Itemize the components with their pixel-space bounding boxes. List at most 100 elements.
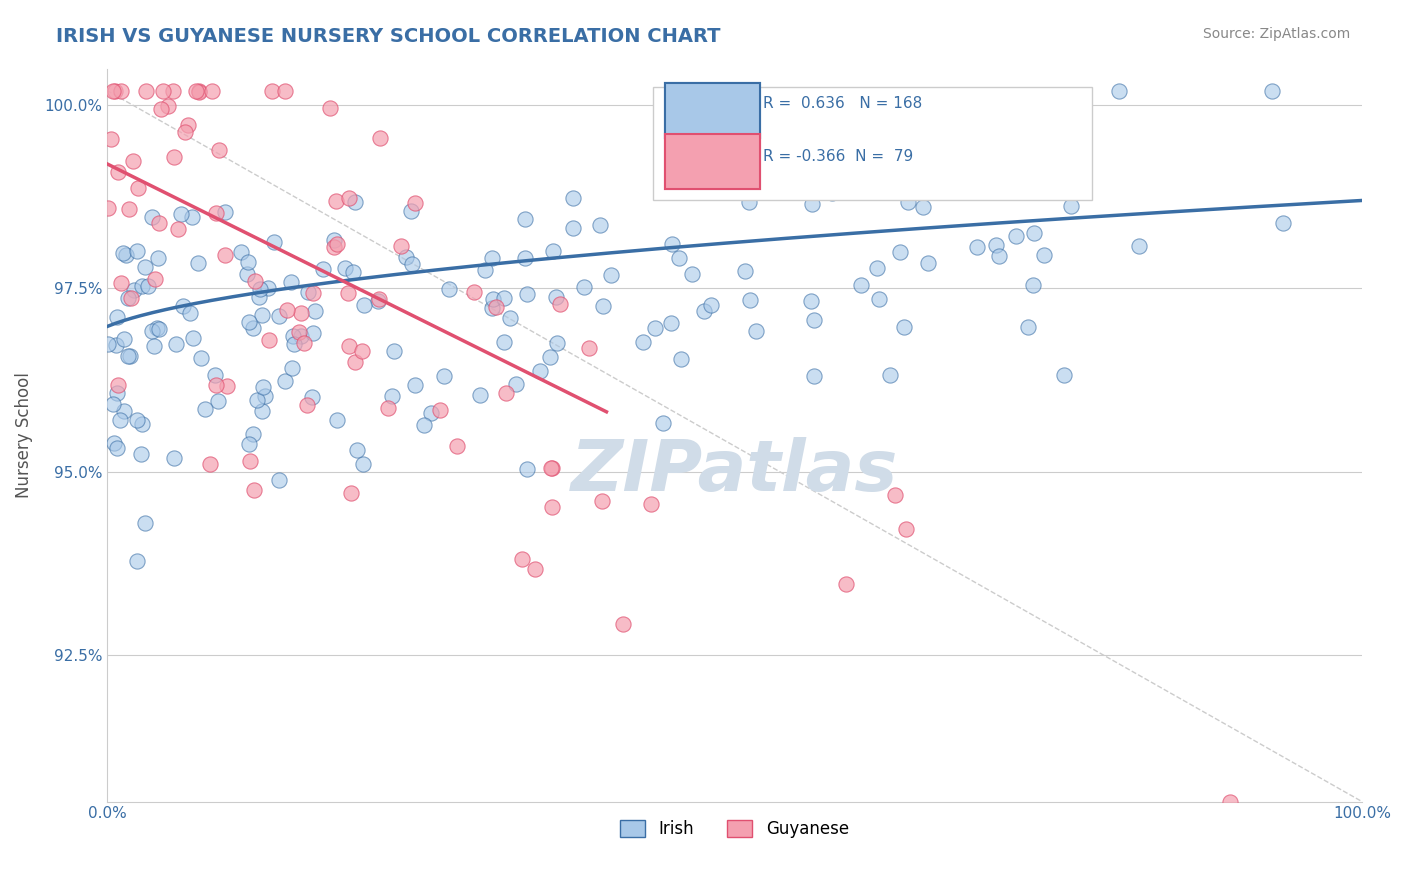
Point bbox=[437, 283, 460, 297]
Point bbox=[612, 617, 634, 632]
Point bbox=[1062, 107, 1084, 121]
Point bbox=[319, 101, 342, 115]
Point bbox=[368, 130, 391, 145]
Point bbox=[301, 286, 323, 301]
Point bbox=[561, 191, 583, 205]
Point bbox=[395, 250, 418, 264]
Point bbox=[938, 172, 960, 186]
Point bbox=[499, 311, 522, 326]
Point bbox=[734, 264, 756, 278]
Point bbox=[120, 291, 142, 305]
Point bbox=[104, 83, 127, 97]
Legend: Irish, Guyanese: Irish, Guyanese bbox=[613, 813, 855, 845]
Point bbox=[145, 321, 167, 335]
Point bbox=[107, 165, 129, 179]
FancyBboxPatch shape bbox=[652, 87, 1092, 201]
Point bbox=[1038, 134, 1060, 148]
Point bbox=[204, 377, 226, 392]
Point bbox=[343, 195, 366, 210]
Point bbox=[337, 191, 360, 205]
Point bbox=[120, 349, 142, 363]
Point bbox=[389, 239, 412, 253]
Point bbox=[851, 277, 873, 292]
Point bbox=[1108, 83, 1130, 97]
Point bbox=[988, 249, 1011, 263]
Point bbox=[263, 235, 285, 249]
Point bbox=[538, 350, 561, 364]
FancyBboxPatch shape bbox=[665, 83, 759, 138]
Point bbox=[513, 251, 536, 265]
Point bbox=[894, 522, 917, 536]
Point bbox=[238, 436, 260, 450]
Point bbox=[187, 83, 209, 97]
Point bbox=[312, 262, 335, 277]
Point bbox=[543, 244, 565, 258]
Point bbox=[124, 283, 146, 297]
Point bbox=[800, 293, 823, 308]
Point bbox=[103, 396, 125, 410]
Point bbox=[103, 435, 125, 450]
FancyBboxPatch shape bbox=[665, 135, 759, 189]
Point bbox=[181, 211, 204, 225]
Point bbox=[600, 268, 623, 282]
Point bbox=[108, 413, 131, 427]
Point bbox=[148, 322, 170, 336]
Point bbox=[505, 377, 527, 392]
Point bbox=[879, 368, 901, 382]
Point bbox=[1017, 320, 1039, 334]
Point bbox=[868, 293, 890, 307]
Point bbox=[269, 309, 291, 323]
Point bbox=[446, 439, 468, 453]
Point bbox=[368, 292, 391, 306]
Point bbox=[141, 324, 163, 338]
Text: R =  0.636   N = 168: R = 0.636 N = 168 bbox=[763, 96, 922, 112]
Point bbox=[294, 335, 316, 350]
Point bbox=[481, 252, 503, 266]
Point bbox=[986, 237, 1008, 252]
Point bbox=[413, 417, 436, 432]
Point bbox=[700, 180, 723, 194]
Point bbox=[174, 124, 197, 138]
Point bbox=[510, 552, 533, 566]
Point bbox=[117, 291, 139, 305]
Point bbox=[544, 290, 567, 304]
Point bbox=[1053, 368, 1076, 383]
Point bbox=[1022, 278, 1045, 293]
Point bbox=[562, 221, 585, 235]
Point bbox=[129, 447, 152, 461]
Point bbox=[236, 255, 259, 269]
Text: R = -0.366  N =  79: R = -0.366 N = 79 bbox=[763, 149, 914, 164]
Point bbox=[1033, 248, 1056, 262]
Point bbox=[262, 83, 284, 97]
Point bbox=[681, 267, 703, 281]
Point bbox=[252, 379, 274, 393]
Point bbox=[249, 282, 271, 296]
Point bbox=[523, 562, 546, 576]
Point bbox=[350, 343, 373, 358]
Point bbox=[352, 457, 374, 471]
Point bbox=[179, 306, 201, 320]
Point bbox=[141, 210, 163, 224]
Point bbox=[152, 83, 174, 97]
Point bbox=[692, 304, 714, 318]
Point bbox=[640, 497, 662, 511]
Point bbox=[112, 332, 135, 346]
Point bbox=[135, 83, 157, 97]
Point bbox=[342, 265, 364, 279]
Point bbox=[492, 291, 515, 305]
Point bbox=[744, 109, 766, 123]
Point bbox=[433, 368, 456, 383]
Point bbox=[110, 276, 132, 290]
Point bbox=[97, 337, 120, 351]
Point bbox=[105, 310, 128, 324]
Point bbox=[97, 202, 120, 216]
Text: ZIPatlas: ZIPatlas bbox=[571, 437, 898, 506]
Point bbox=[966, 240, 988, 254]
Point bbox=[513, 211, 536, 226]
Point bbox=[257, 281, 280, 295]
Point bbox=[1022, 226, 1045, 240]
Point bbox=[290, 328, 312, 343]
Point bbox=[803, 368, 825, 383]
Point bbox=[170, 207, 193, 221]
Text: Source: ZipAtlas.com: Source: ZipAtlas.com bbox=[1202, 27, 1350, 41]
